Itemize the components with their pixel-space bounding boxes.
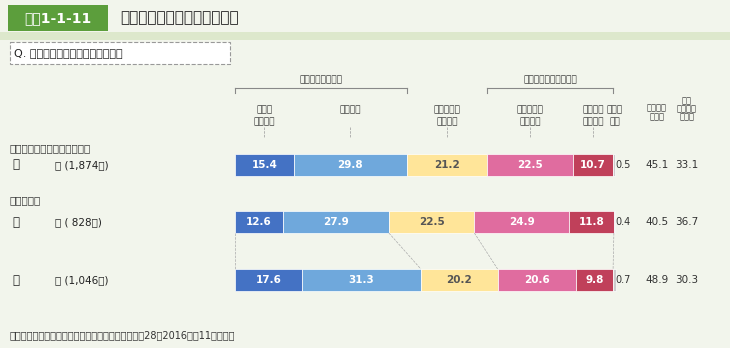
Bar xyxy=(235,269,302,291)
Bar xyxy=(235,154,293,176)
Text: 地域等での共食に対する意識: 地域等での共食に対する意識 xyxy=(120,10,239,25)
Text: 女: 女 xyxy=(12,274,19,286)
Text: ない: ない xyxy=(609,118,620,127)
Text: 48.9: 48.9 xyxy=(645,275,669,285)
Text: 9.8: 9.8 xyxy=(585,275,604,285)
Text: いえない: いえない xyxy=(437,118,458,127)
Text: 0.5: 0.5 xyxy=(615,160,631,170)
Text: 27.9: 27.9 xyxy=(323,217,349,227)
Text: 思わない: 思わない xyxy=(583,118,604,127)
Text: 30.3: 30.3 xyxy=(675,275,699,285)
Text: 10.7: 10.7 xyxy=(580,160,606,170)
Text: 24.9: 24.9 xyxy=(509,217,534,227)
Text: 22.5: 22.5 xyxy=(419,217,445,227)
Text: 12.6: 12.6 xyxy=(246,217,272,227)
Text: 0.4: 0.4 xyxy=(615,217,631,227)
Text: 思わない: 思わない xyxy=(519,118,541,127)
Text: Q. 地域等での共食に参加したいか: Q. 地域等での共食に参加したいか xyxy=(14,48,123,58)
Bar xyxy=(474,211,569,233)
Text: そう思う: そう思う xyxy=(253,118,275,127)
Text: 45.1: 45.1 xyxy=(645,160,669,170)
Bar xyxy=(573,154,613,176)
Bar xyxy=(488,154,573,176)
Text: 資料：農林水産省「食育に関する意識調査」（平成28（2016）年11月実施）: 資料：農林水産省「食育に関する意識調査」（平成28（2016）年11月実施） xyxy=(10,330,236,340)
Text: 20.2: 20.2 xyxy=(446,275,472,285)
Text: 〔　性　〕: 〔 性 〕 xyxy=(10,195,42,205)
Text: そう思う: そう思う xyxy=(647,103,667,112)
Text: 15.4: 15.4 xyxy=(251,160,277,170)
Bar xyxy=(8,5,108,31)
Text: 全くそう: 全くそう xyxy=(583,105,604,114)
Text: 0.7: 0.7 xyxy=(615,275,631,285)
Text: 17.6: 17.6 xyxy=(255,275,281,285)
Text: 20.6: 20.6 xyxy=(524,275,550,285)
Bar xyxy=(613,154,615,176)
FancyBboxPatch shape xyxy=(10,42,230,64)
Text: 11.8: 11.8 xyxy=(579,217,604,227)
Bar xyxy=(0,32,730,40)
Text: 40.5: 40.5 xyxy=(645,217,669,227)
Text: 総: 総 xyxy=(12,158,19,172)
Text: 36.7: 36.7 xyxy=(675,217,699,227)
Text: 22.5: 22.5 xyxy=(517,160,543,170)
Bar xyxy=(389,211,474,233)
Text: 性 ( 828人): 性 ( 828人) xyxy=(55,217,102,227)
Text: 33.1: 33.1 xyxy=(675,160,699,170)
Text: そう思わない（小計）: そう思わない（小計） xyxy=(523,75,577,84)
Text: 思わない: 思わない xyxy=(677,104,697,113)
Bar xyxy=(235,211,283,233)
Bar xyxy=(569,211,614,233)
Text: わから: わから xyxy=(607,105,623,114)
Text: 29.8: 29.8 xyxy=(337,160,363,170)
Text: そう思う（小計）: そう思う（小計） xyxy=(299,75,342,84)
Bar xyxy=(420,269,498,291)
Bar xyxy=(576,269,613,291)
Bar xyxy=(613,269,616,291)
Bar xyxy=(498,269,576,291)
Text: そう: そう xyxy=(682,96,692,105)
Text: そう思う: そう思う xyxy=(339,105,361,114)
Text: 男: 男 xyxy=(12,215,19,229)
Text: （計）: （計） xyxy=(680,112,694,121)
Bar xyxy=(614,211,615,233)
Bar xyxy=(283,211,389,233)
Text: 〔全　世　代〕（該当者数）: 〔全 世 代〕（該当者数） xyxy=(10,143,91,153)
Bar xyxy=(407,154,488,176)
Bar xyxy=(302,269,420,291)
Text: 図表1-1-11: 図表1-1-11 xyxy=(24,11,92,25)
Bar xyxy=(293,154,407,176)
Text: 数 (1,874人): 数 (1,874人) xyxy=(55,160,109,170)
Text: どちらとも: どちらとも xyxy=(434,105,461,114)
Text: 性 (1,046人): 性 (1,046人) xyxy=(55,275,109,285)
Text: あまりそう: あまりそう xyxy=(517,105,544,114)
Text: （計）: （計） xyxy=(650,112,664,121)
Text: 21.2: 21.2 xyxy=(434,160,460,170)
Text: 31.3: 31.3 xyxy=(348,275,374,285)
Text: とても: とても xyxy=(256,105,272,114)
